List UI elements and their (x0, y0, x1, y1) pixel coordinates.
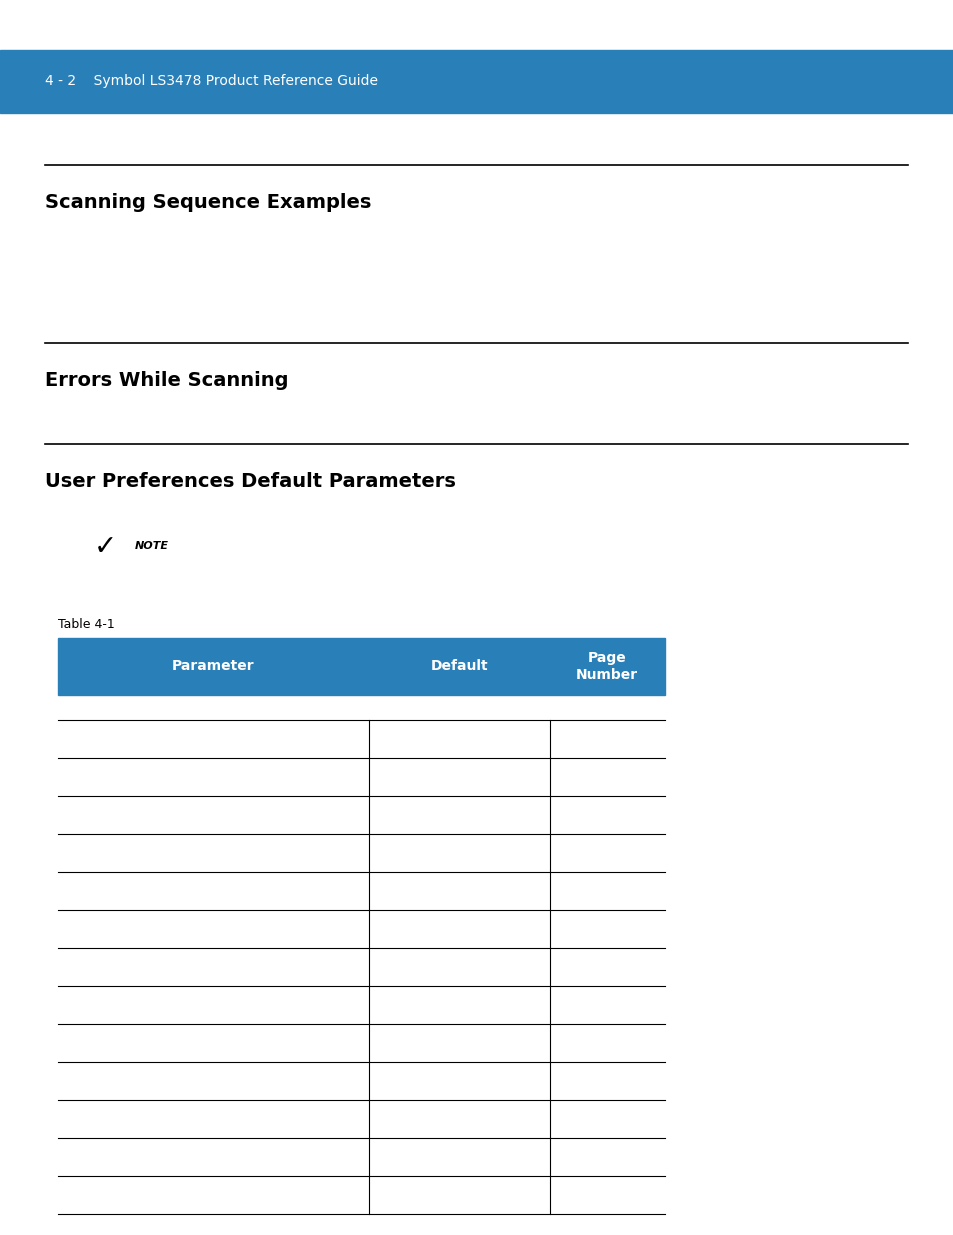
Text: Table 4-1: Table 4-1 (58, 618, 114, 631)
Text: 4 - 2    Symbol LS3478 Product Reference Guide: 4 - 2 Symbol LS3478 Product Reference Gu… (45, 74, 377, 89)
Bar (58, 638, 664, 695)
Text: ✓: ✓ (93, 534, 116, 561)
Text: Page
Number: Page Number (576, 651, 638, 682)
Text: Errors While Scanning: Errors While Scanning (45, 370, 288, 390)
Text: Default: Default (430, 659, 488, 673)
Bar (0, 49, 953, 112)
Text: Parameter: Parameter (172, 659, 254, 673)
Text: NOTE: NOTE (135, 541, 169, 551)
Text: Scanning Sequence Examples: Scanning Sequence Examples (45, 193, 371, 212)
Text: User Preferences Default Parameters: User Preferences Default Parameters (45, 472, 456, 492)
